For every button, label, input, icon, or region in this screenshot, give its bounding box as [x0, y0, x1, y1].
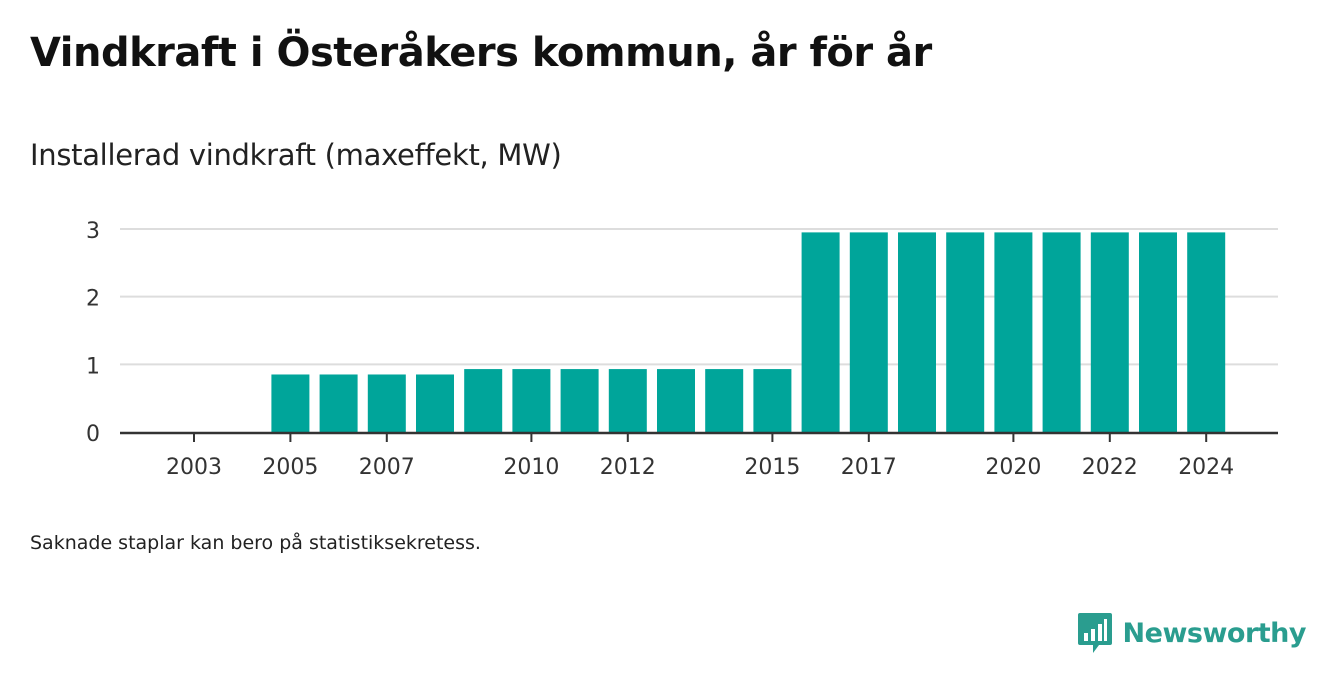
bar-chart: 0 1 2 3 2003 2005 2007 2010 2012 2015 2017 2020 2022…	[86, 219, 1278, 480]
bar-2020	[994, 232, 1033, 432]
x-tick-label: 2020	[985, 455, 1041, 480]
bar-2016	[801, 232, 840, 432]
bar-2017	[849, 232, 888, 432]
brand-logo: Newsworthy	[1077, 611, 1307, 655]
bar-2013	[657, 369, 695, 432]
bar-2010	[512, 369, 551, 432]
y-tick-label: 1	[86, 354, 100, 379]
bar-chart-speech-bubble-icon	[1077, 613, 1112, 653]
bar-2014	[705, 369, 744, 432]
bar-2015	[753, 369, 792, 432]
x-tick-label: 2003	[166, 455, 222, 480]
gridlines	[120, 228, 1278, 366]
brand-name: Newsworthy	[1122, 617, 1307, 649]
bars	[271, 232, 1226, 432]
x-tick-label: 2024	[1178, 455, 1234, 480]
bar-2022	[1090, 232, 1129, 432]
y-tick-label: 2	[86, 287, 100, 312]
footnote: Saknade staplar kan bero på statistiksek…	[30, 532, 481, 554]
bar-2007	[367, 374, 406, 432]
bar-2009	[464, 369, 503, 432]
x-tick-label: 2007	[359, 455, 415, 480]
chart-title: Vindkraft i Österåkers kommun, år för år	[30, 30, 932, 76]
bar-2005	[271, 374, 310, 432]
x-tick-label: 2010	[503, 455, 559, 480]
bar-2006	[319, 374, 358, 432]
bar-2018	[898, 232, 936, 432]
bar-2023	[1139, 232, 1177, 432]
bar-2024	[1187, 232, 1226, 432]
x-tick-label: 2005	[262, 455, 318, 480]
y-tick-label: 0	[86, 422, 100, 447]
x-tick-label: 2015	[744, 455, 800, 480]
bar-2012	[608, 369, 647, 432]
axes	[120, 431, 1278, 442]
tick-labels: 0 1 2 3 2003 2005 2007 2010 2012 2015 2017 2020 2022…	[86, 219, 1234, 480]
y-tick-label: 3	[86, 219, 100, 244]
bar-2021	[1042, 232, 1081, 432]
x-tick-label: 2022	[1082, 455, 1138, 480]
chart-subtitle: Installerad vindkraft (maxeffekt, MW)	[30, 138, 562, 172]
x-tick-label: 2012	[600, 455, 656, 480]
bar-2011	[560, 369, 599, 432]
x-tick-label: 2017	[841, 455, 897, 480]
bar-2019	[946, 232, 985, 432]
bar-2008	[416, 374, 454, 432]
